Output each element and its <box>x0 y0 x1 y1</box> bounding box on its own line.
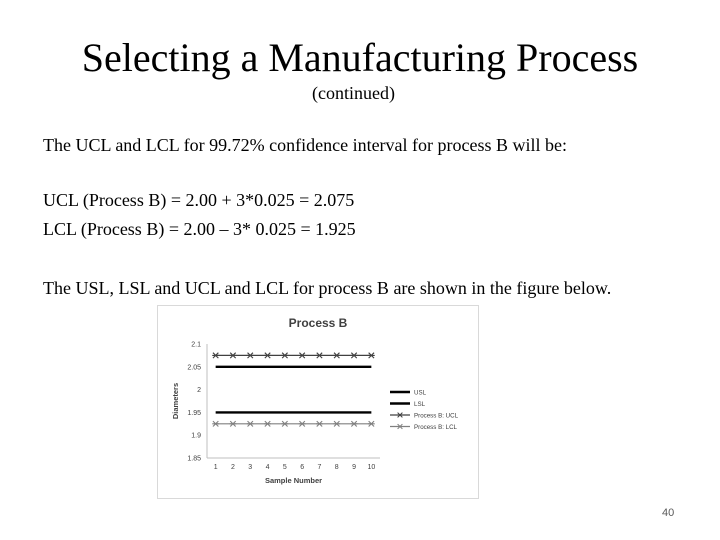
slide-title: Selecting a Manufacturing Process <box>81 35 639 80</box>
process-b-chart: Process B Diameters Sample Number 1.85 1.… <box>157 305 479 499</box>
series-point-process-b-ucl <box>229 352 237 359</box>
series-point-process-b-ucl <box>212 352 220 359</box>
chart-legend: USL LSL Process B: UCL Process B: LCL <box>390 389 459 431</box>
x-tick-label: 8 <box>335 464 339 471</box>
legend-label-usl: USL <box>414 389 427 396</box>
chart-svg: Process B Diameters Sample Number 1.851.… <box>171 316 459 485</box>
chart-x-axis-label: Sample Number <box>265 476 322 485</box>
legend-label-process-b-ucl: Process B: UCL <box>414 412 459 419</box>
chart-y-ticks: 1.85 1.9 1.95 2 2.05 2.1 <box>187 342 201 463</box>
series-point-process-b-lcl <box>229 420 237 427</box>
slide-subtitle: (continued) <box>312 83 395 103</box>
x-tick-label: 3 <box>248 464 252 471</box>
y-tick-label: 2.1 <box>191 342 201 349</box>
series-point-process-b-ucl <box>246 352 254 359</box>
series-point-process-b-ucl <box>333 352 341 359</box>
series-point-process-b-lcl <box>246 420 254 427</box>
series-point-process-b-ucl <box>316 352 323 359</box>
ucl-equation: UCL (Process B) = 2.00 + 3*0.025 = 2.075 <box>43 190 355 210</box>
series-point-process-b-lcl <box>367 420 375 427</box>
series-point-process-b-lcl <box>298 420 306 427</box>
chart-y-axis-label: Diameters <box>171 383 180 419</box>
series-point-process-b-lcl <box>212 420 220 427</box>
x-tick-label: 7 <box>317 464 321 471</box>
x-tick-label: 6 <box>300 464 304 471</box>
x-tick-label: 5 <box>283 464 287 471</box>
series-point-process-b-lcl <box>264 420 271 427</box>
series-point-process-b-ucl <box>281 352 289 359</box>
x-tick-label: 2 <box>231 464 235 471</box>
legend-label-process-b-lcl: Process B: LCL <box>414 424 458 431</box>
chart-series <box>212 352 375 427</box>
series-point-process-b-lcl <box>281 420 289 427</box>
legend-marker-process-b-lcl <box>397 423 403 430</box>
y-tick-label: 2.05 <box>187 364 201 371</box>
legend-marker-process-b-ucl <box>397 412 403 418</box>
x-tick-label: 9 <box>352 464 356 471</box>
y-tick-label: 1.9 <box>191 433 201 440</box>
x-tick-label: 10 <box>367 464 375 471</box>
series-point-process-b-lcl <box>333 420 341 427</box>
series-point-process-b-lcl <box>316 420 323 427</box>
legend-label-lsl: LSL <box>414 401 426 408</box>
series-point-process-b-ucl <box>350 352 358 359</box>
y-tick-label: 1.85 <box>187 456 201 463</box>
x-tick-label: 4 <box>266 464 270 471</box>
figure-intro-text: The USL, LSL and UCL and LCL for process… <box>43 278 612 298</box>
series-point-process-b-ucl <box>298 352 306 359</box>
series-point-process-b-ucl <box>264 352 271 359</box>
slide-number: 40 <box>662 507 675 519</box>
series-point-process-b-ucl <box>367 352 375 359</box>
chart-title: Process B <box>289 316 348 330</box>
chart-x-ticks: 1 2 3 4 5 6 7 8 9 10 <box>214 464 376 471</box>
x-tick-label: 1 <box>214 464 218 471</box>
intro-text: The UCL and LCL for 99.72% confidence in… <box>43 135 568 155</box>
y-tick-label: 1.95 <box>187 410 201 417</box>
lcl-equation: LCL (Process B) = 2.00 – 3* 0.025 = 1.92… <box>43 219 356 239</box>
series-point-process-b-lcl <box>350 420 358 427</box>
y-tick-label: 2 <box>197 387 201 394</box>
